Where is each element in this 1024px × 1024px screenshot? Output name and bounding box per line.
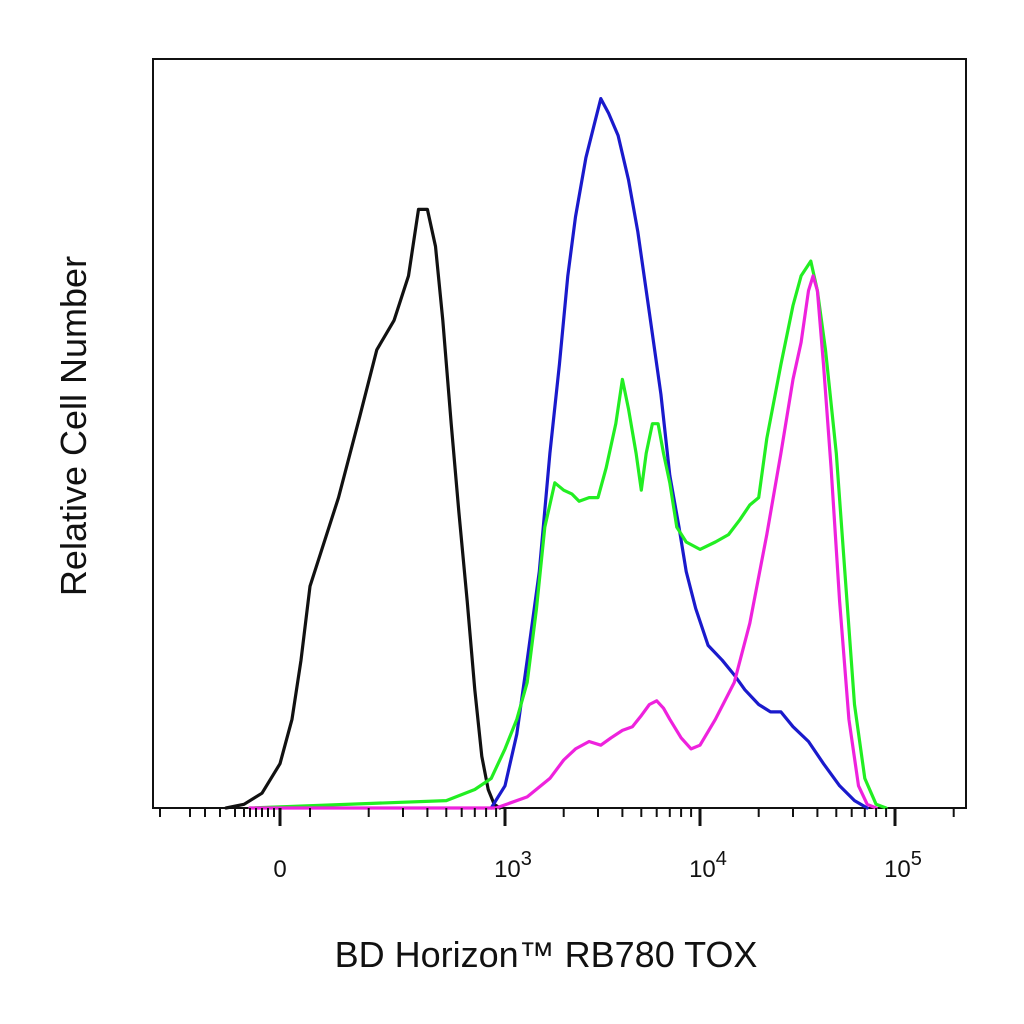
x-tick-label: 104 [689,848,727,883]
y-axis-label: Relative Cell Number [53,256,94,596]
plot-frame [152,58,967,809]
histogram-series-3 [248,259,888,810]
x-tick-labels: 0 103 104 105 [273,848,922,883]
x-axis-label: BD Horizon™ RB780 TOX [335,934,758,975]
histogram-series-4 [248,274,878,810]
x-tick-marks [159,808,955,826]
histogram-series-1 [224,207,502,810]
x-tick-label: 105 [884,848,922,883]
x-tick-label: 0 [273,856,286,883]
x-tick-label: 103 [494,848,532,883]
series-layer [224,97,888,810]
histogram-series-2 [489,97,869,810]
